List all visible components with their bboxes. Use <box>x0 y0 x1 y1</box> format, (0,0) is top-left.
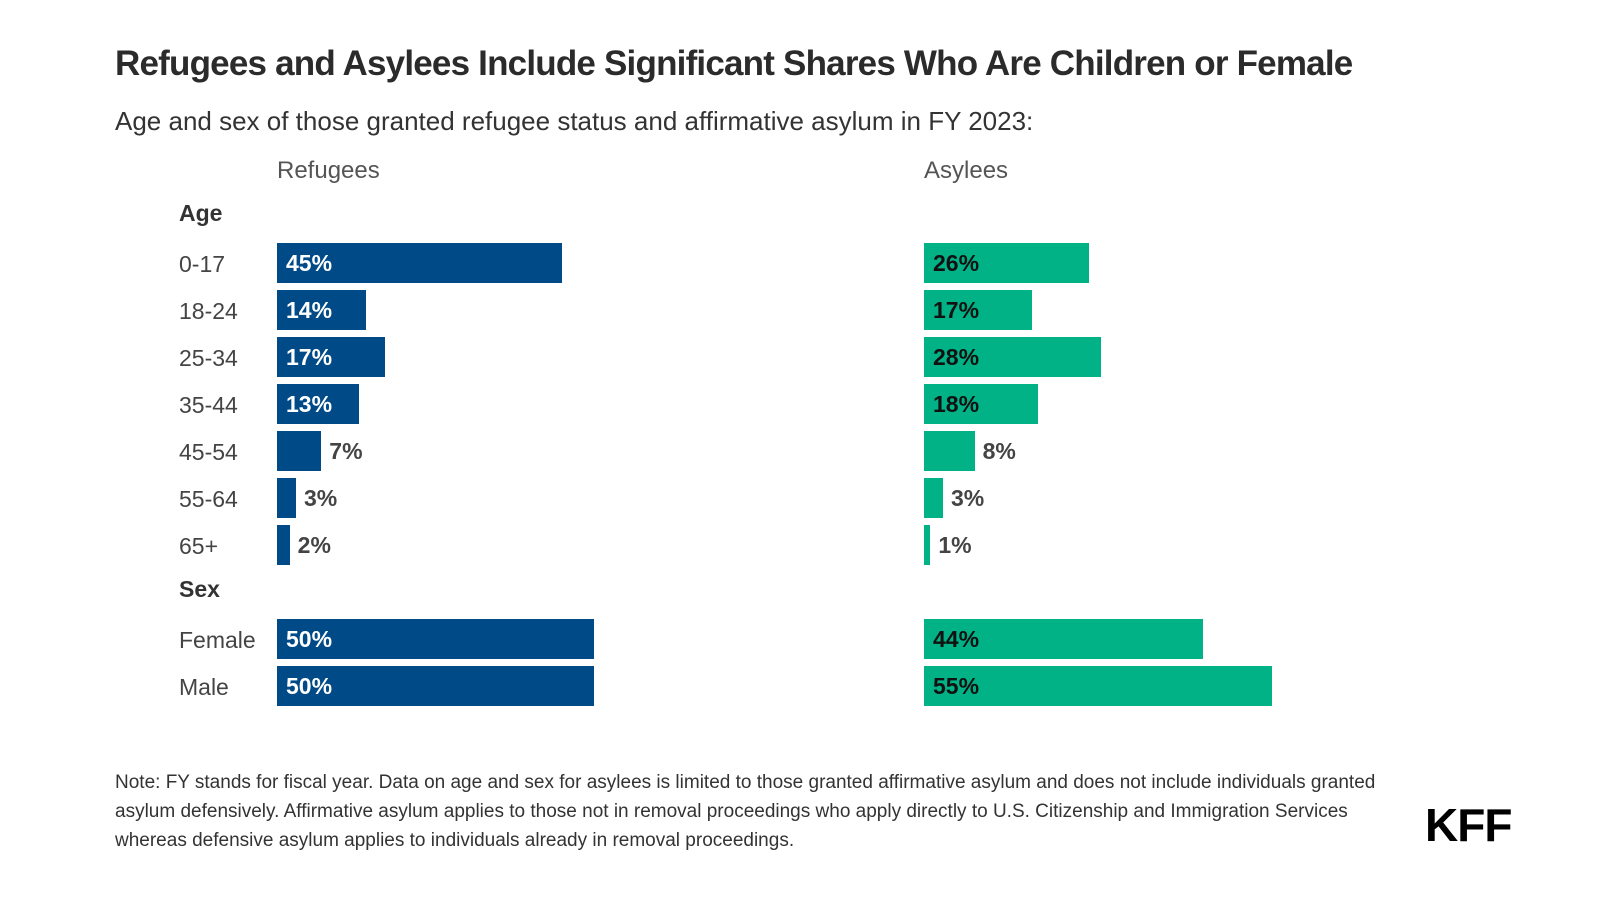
category-label: 0-17 <box>179 251 226 277</box>
bar-refugees <box>277 290 366 330</box>
bar-refugees <box>277 431 322 471</box>
bar-asylees <box>924 619 1203 659</box>
data-label: 26% <box>933 250 980 276</box>
bar-asylees <box>924 525 931 565</box>
bar-asylees <box>924 431 975 471</box>
data-label: 45% <box>286 250 333 276</box>
bar-refugees <box>277 243 562 283</box>
data-label: 3% <box>950 485 985 511</box>
data-label: 7% <box>329 438 363 464</box>
data-label: 2% <box>297 532 331 558</box>
chart-note: Note: FY stands for fiscal year. Data on… <box>115 772 1376 851</box>
data-label: 8% <box>982 438 1016 464</box>
bar-asylees <box>924 290 1032 330</box>
bar-refugees <box>277 384 360 424</box>
data-label: 55% <box>933 673 980 699</box>
bar-refugees <box>277 666 594 706</box>
data-label: 13% <box>286 391 333 417</box>
kff-logo: KFF <box>1425 799 1512 851</box>
bar-refugees <box>277 525 290 565</box>
data-label: 50% <box>286 673 333 699</box>
bar-asylees <box>924 337 1102 377</box>
bar-asylees <box>924 478 943 518</box>
category-label: 65+ <box>179 533 219 559</box>
data-label: 18% <box>933 391 980 417</box>
data-label: 14% <box>286 297 333 323</box>
group-label: Age <box>179 200 223 226</box>
data-label: 28% <box>933 344 980 370</box>
category-label: 18-24 <box>179 298 238 324</box>
bar-asylees <box>924 666 1273 706</box>
category-label: 35-44 <box>179 392 238 418</box>
data-label: 17% <box>286 344 333 370</box>
group-label: Sex <box>179 576 220 602</box>
chart-title: Refugees and Asylees Include Significant… <box>115 44 1353 83</box>
category-label: Male <box>179 674 229 700</box>
data-label: 50% <box>286 626 333 652</box>
bar-refugees <box>277 478 296 518</box>
category-label: 45-54 <box>179 439 238 465</box>
data-label: 1% <box>938 532 972 558</box>
bar-refugees <box>277 619 594 659</box>
panel-title-refugees: Refugees <box>277 157 380 184</box>
category-label: Female <box>179 627 256 653</box>
category-label: 55-64 <box>179 486 238 512</box>
chart-subtitle: Age and sex of those granted refugee sta… <box>115 106 1034 136</box>
panel-title-asylees: Asylees <box>924 157 1009 184</box>
bar-refugees <box>277 337 385 377</box>
data-label: 17% <box>933 297 980 323</box>
category-label: 25-34 <box>179 345 238 371</box>
data-label: 44% <box>933 626 980 652</box>
bar-asylees <box>924 384 1038 424</box>
bar-asylees <box>924 243 1089 283</box>
data-label: 3% <box>303 485 338 511</box>
